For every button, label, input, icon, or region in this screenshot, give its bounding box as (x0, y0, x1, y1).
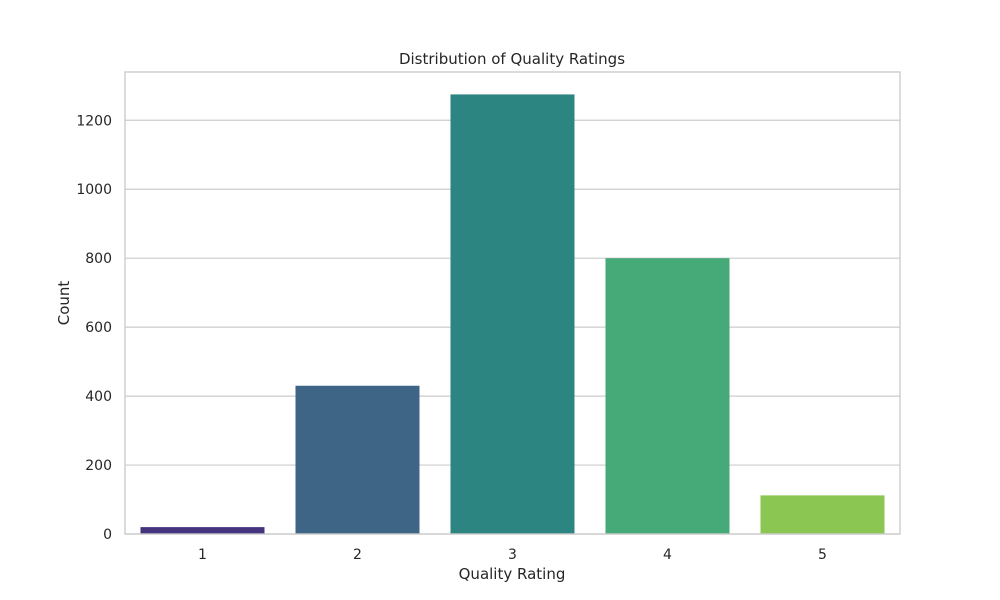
x-tick-label: 2 (353, 547, 362, 563)
plot-frame (124, 71, 901, 535)
bar-2 (295, 385, 420, 534)
bar-1 (140, 527, 265, 534)
bar-4 (605, 258, 730, 534)
x-tick-labels: 1 2 3 4 5 (198, 547, 827, 563)
bars (140, 94, 885, 534)
y-tick-label: 1000 (76, 182, 112, 198)
y-tick-label: 1200 (76, 113, 112, 129)
y-tick-label: 400 (85, 389, 112, 405)
x-tick-label: 1 (198, 547, 207, 563)
x-tick-label: 5 (818, 547, 827, 563)
bar-3 (450, 94, 575, 534)
x-tick-label: 4 (663, 547, 672, 563)
bar-5 (760, 495, 885, 534)
x-tick-label: 3 (508, 547, 517, 563)
y-tick-label: 600 (85, 320, 112, 336)
y-tick-label: 800 (85, 251, 112, 267)
chart-title: Distribution of Quality Ratings (399, 50, 625, 68)
x-axis-label: Quality Rating (459, 565, 566, 583)
y-tick-label: 0 (103, 527, 112, 543)
y-tick-labels: 0 200 400 600 800 1000 1200 (76, 113, 112, 543)
y-axis-label: Count (55, 281, 73, 326)
y-tick-label: 200 (85, 458, 112, 474)
